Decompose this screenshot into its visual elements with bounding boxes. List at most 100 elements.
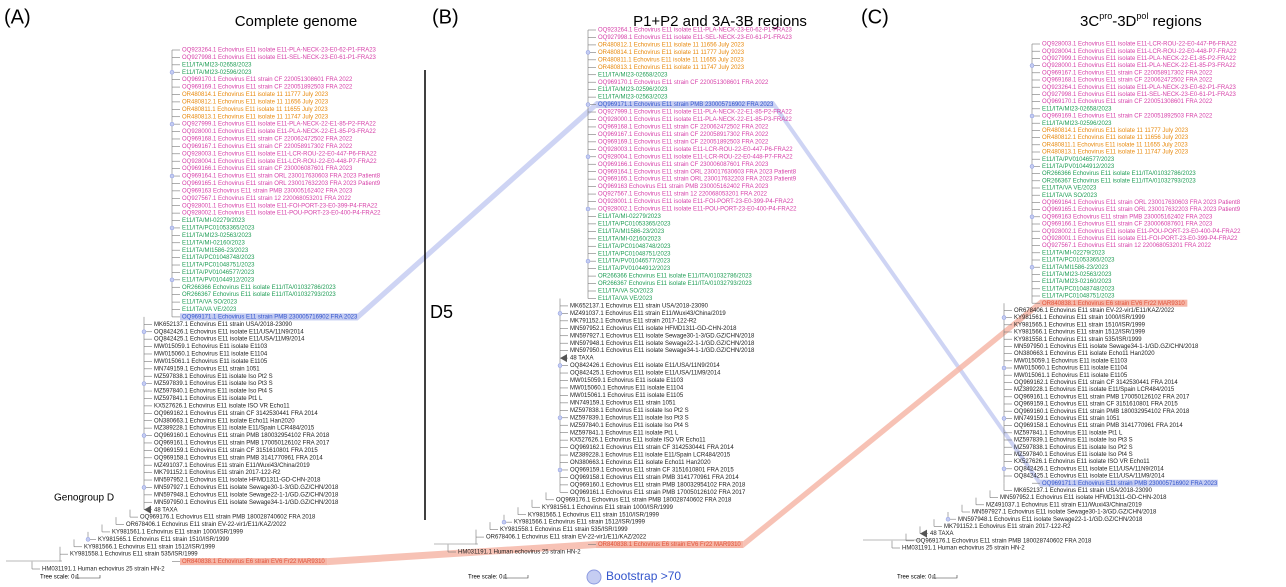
leaf-label: MZ597838.1 Echovirus E11 isolate Iso Pt2…	[570, 408, 689, 414]
leaf-label: E11/ITA/MI23-02563/2023	[1042, 272, 1112, 278]
leaf-label: OQ969170.1 Echovirus E11 strain CF 22005…	[182, 77, 353, 83]
leaf-label: OQ969171.1 Echovirus E11 strain PMB 2300…	[1042, 481, 1218, 487]
bootstrap-node	[945, 516, 951, 522]
leaf-label: OQ969166.1 Echovirus E11 strain CF 23000…	[598, 162, 769, 168]
scale-bar	[75, 575, 101, 579]
leaf-label: OQ927567.1 Echovirus E11 strain 12 22006…	[182, 196, 352, 202]
leaf-label: KY981558.1 Echovirus E11 strain 535/ISR/…	[500, 527, 628, 533]
leaf-label: OQ928001.1 Echovirus E11 isolate E11-FOI…	[182, 203, 378, 209]
tree-scale: Tree scale: 0.1	[468, 575, 508, 581]
bootstrap-node	[85, 537, 91, 542]
leaf-label: OR678406.1 Echovirus E11 strain EV-22-vi…	[1014, 308, 1175, 314]
leaf-label: E11/ITA/MI23-02658/2023	[182, 62, 252, 68]
leaf-label: KX527626.1 Echovirus E11 isolate ISO VR …	[154, 403, 290, 409]
leaf-label: MK791152.1 Echovirus E11 strain 2017-122…	[570, 318, 697, 324]
bootstrap-node	[141, 485, 147, 490]
leaf-label: OQ969163 Echovirus E11 strain PMB 230005…	[1042, 214, 1213, 220]
leaf-label: OQ969160.1 Echovirus E11 strain PMB 1800…	[570, 482, 746, 488]
leaf-label: E11/ITA/VA SO/2023	[182, 300, 238, 306]
leaf-label: OQ842426.1 Echovirus E11 isolate E11/USA…	[1014, 466, 1164, 472]
leaf-label: OQ969159.1 Echovirus E11 strain CF 31516…	[570, 468, 734, 474]
leaf-label: MN749159.1 Echovirus E11 strain 1051	[1014, 416, 1120, 422]
trees: (A) Complete genome OQ923264.1 Echovirus E…	[4, 6, 1241, 580]
leaf-label: E11/ITA/PV01044912/2023	[1042, 164, 1115, 170]
bootstrap-node	[169, 225, 175, 231]
leaf-label: OQ969163 Echovirus E11 strain PMB 230005…	[182, 188, 353, 194]
leaf-label: MW015059.1 Echovirus E11 isolate E1103	[570, 378, 684, 384]
highlight-band	[773, 101, 1040, 487]
leaf-label: 48 TAXA	[930, 531, 953, 537]
bootstrap-node	[1001, 365, 1007, 371]
leaf-label: OQ927567.1 Echovirus E11 strain 12 22006…	[1042, 243, 1212, 249]
bootstrap-node	[585, 206, 591, 212]
leaf-label: OQ842425.1 Echovirus E11 isolate E11/USA…	[154, 337, 305, 343]
leaf-label: E11/ITA/PC01048751/2023	[182, 263, 255, 269]
leaf-label: MZ597841.1 Echovirus E11 isolate Pt1 L	[154, 396, 263, 402]
scale-bar	[503, 575, 529, 579]
leaf-label: MN597950.1 Echovirus E11 isolate Sewage3…	[154, 500, 339, 506]
clade-label: D5	[430, 302, 453, 322]
leaf-label: OQ969158.1 Echovirus E11 strain PMB 3141…	[570, 475, 739, 481]
leaf-label: ON380663.1 Echovirus E11 isolate Echo11 …	[154, 418, 295, 424]
leaf-label: MN749159.1 Echovirus E11 strain 1051	[570, 400, 676, 406]
bootstrap-node	[1001, 416, 1007, 421]
bootstrap-node	[585, 102, 591, 107]
leaf-label: MN597952.1 Echovirus E11 isolate HFMD131…	[570, 326, 737, 332]
leaf-label: OR678406.1 Echovirus E11 strain EV-22-vi…	[126, 522, 287, 528]
leaf-label: OQ928001.1 Echovirus E11 isolate E11-FOI…	[1042, 236, 1238, 242]
bootstrap-node	[557, 467, 563, 473]
leaf-label: MK791152.1 Echovirus E11 strain 2017-122…	[944, 524, 1071, 530]
leaf-label: MW015060.1 Echovirus E11 isolate E1104	[154, 352, 268, 358]
leaf-label: OQ969176.1 Echovirus E11 strain PMB 1800…	[556, 497, 732, 503]
leaf-label: E11/ITA/PC01048748/2023	[598, 244, 671, 250]
leaf-label: MW015061.1 Echovirus E11 isolate E1105	[1014, 373, 1128, 379]
leaf-label: OQ969162.1 Echovirus E11 strain CF 31425…	[1014, 380, 1178, 386]
leaf-label: E11/ITA/PC01053365/2023	[182, 226, 255, 232]
bootstrap-node	[557, 363, 563, 368]
genogroup-label: Genogroup D	[54, 493, 114, 504]
leaf-label: HM031191.1 Human echovirus 25 strain HN-…	[42, 567, 165, 573]
leaf-highlight	[1040, 299, 1188, 307]
leaf-label: OQ928003.1 Echovirus E11 isolate E11-LCR…	[598, 147, 793, 153]
leaf-label: KY981561.1 Echovirus E11 strain 1000/ISR…	[542, 505, 674, 511]
leaf-label: KX527626.1 Echovirus E11 isolate ISO VR …	[1014, 459, 1150, 465]
leaf-label: OQ969165.1 Echovirus E11 strain ORL 2300…	[598, 177, 797, 183]
leaf-label: OQ923264.1 Echovirus E11 isolate E11-PLA…	[598, 28, 793, 34]
leaf-label: OQ969162.1 Echovirus E11 strain CF 31425…	[154, 411, 318, 417]
leaf-label: MZ389228.1 Echovirus E11 isolate E11/Spa…	[1014, 387, 1175, 393]
highlight-bands	[327, 101, 1040, 566]
leaf-label: MZ491037.1 Echovirus E11 strain E11/Wuxi…	[570, 311, 726, 317]
leaf-label: E11/ITA/MI23-02596/2023	[182, 70, 252, 76]
leaf-label: OQ842425.1 Echovirus E11 isolate E11/USA…	[570, 371, 721, 377]
leaf-label: OQ928000.1 Echovirus E11 isolate E11-PLA…	[182, 129, 377, 135]
bootstrap-node	[501, 519, 507, 525]
leaf-label: E11/ITA/MI23-02563/2023	[598, 95, 668, 101]
leaf-label: E11/ITA/MI23-02658/2023	[598, 72, 668, 78]
bootstrap-node	[141, 329, 147, 334]
leaf-label: OQ928002.1 Echovirus E11 isolate E11-POU…	[1042, 229, 1241, 235]
bootstrap-node	[1029, 164, 1035, 169]
leaf-label: KY981561.1 Echovirus E11 strain 1000/ISR…	[1014, 315, 1146, 321]
leaf-label: MN597952.1 Echovirus E11 isolate HFMD131…	[1000, 495, 1167, 501]
leaf-label: OQ928000.1 Echovirus E11 isolate E11-PLA…	[598, 117, 793, 123]
leaf-label: MN597927.1 Echovirus E11 isolate Sewage3…	[972, 510, 1157, 516]
leaf-label: KY981566.1 Echovirus E11 strain 1512/ISR…	[1014, 330, 1146, 336]
tree-scale: Tree scale: 0.1	[897, 575, 937, 581]
leaf-label: E11/ITA/MI1586-23/2023	[182, 248, 249, 254]
leaf-label: OQ969166.1 Echovirus E11 strain CF 23000…	[1042, 222, 1213, 228]
leaf-label: E11/ITA/MI-02279/2023	[1042, 250, 1105, 256]
leaf-label: E11/ITA/VA VE/2023	[1042, 186, 1097, 192]
leaf-label: E11/ITA/VA SO/2023	[1042, 193, 1098, 199]
leaf-label: E11/ITA/PV01044912/2023	[182, 277, 255, 283]
leaf-label: OR840838.1 Echovirus E6 strain EV6 Fr22 …	[182, 559, 325, 565]
leaf-label: OQ842426.1 Echovirus E11 isolate E11/USA…	[570, 363, 720, 369]
leaf-label: OQ928003.1 Echovirus E11 isolate E11-LCR…	[1042, 42, 1237, 48]
bootstrap-node	[1029, 264, 1035, 270]
leaf-label: E11/ITA/PV01046577/2023	[1042, 157, 1115, 163]
leaf-label: MN597948.1 Echovirus E11 isolate Sewage2…	[570, 341, 755, 347]
leaf-label: E11/ITA/PC01048751/2023	[598, 251, 671, 257]
leaf-label: MK791152.1 Echovirus E11 strain 2017-122…	[154, 470, 281, 476]
leaf-label: KY981565.1 Echovirus E11 strain 1510/ISR…	[98, 537, 230, 543]
panel-title: P1+P2 and 3A-3B regions	[633, 13, 807, 30]
leaf-label: E11/ITA/PC01048748/2023	[1042, 286, 1115, 292]
